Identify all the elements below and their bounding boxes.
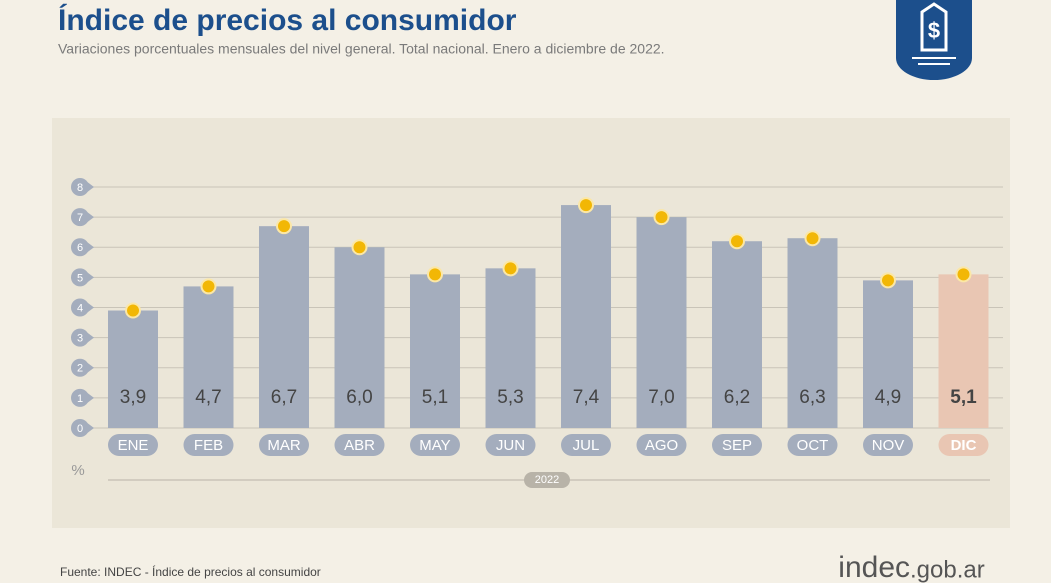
- marker: [502, 260, 519, 277]
- marker: [125, 302, 141, 319]
- marker: [880, 272, 896, 289]
- bar: [259, 226, 309, 428]
- x-pill: [108, 434, 158, 456]
- x-tick-label: MAY: [419, 437, 450, 454]
- bar: [334, 247, 385, 428]
- bar: [938, 274, 989, 428]
- y-tick-label: 1: [77, 393, 83, 405]
- value-label: 6,7: [271, 387, 297, 408]
- x-pill: [712, 434, 762, 456]
- x-tick-label: FEB: [194, 437, 223, 454]
- value-label: 4,9: [875, 387, 901, 408]
- x-pill: [410, 434, 460, 456]
- y-tick-badge: [71, 298, 89, 317]
- value-label: 7,0: [648, 387, 674, 408]
- y-tick-label: 0: [77, 423, 83, 435]
- value-label: 5,1: [950, 387, 977, 408]
- x-tick-label: JUL: [573, 437, 600, 454]
- value-label: 4,7: [195, 387, 221, 408]
- x-pill: [938, 434, 989, 456]
- y-tick-badge: [71, 178, 89, 196]
- bar: [410, 274, 460, 428]
- bar: [712, 241, 762, 428]
- x-tick-label: MAR: [267, 437, 301, 454]
- bar: [485, 268, 536, 428]
- y-tick-badge: [71, 238, 89, 257]
- bar: [108, 310, 158, 428]
- value-label: 7,4: [573, 387, 600, 408]
- y-tick-label: 2: [77, 363, 83, 375]
- x-tick-label: DIC: [951, 437, 977, 454]
- y-tick-label: 4: [77, 302, 83, 314]
- x-pill: [334, 434, 385, 456]
- marker: [578, 197, 594, 214]
- marker: [351, 239, 368, 256]
- chart-title: Índice de precios al consumidor: [58, 3, 517, 37]
- value-label: 6,3: [799, 387, 825, 408]
- y-tick-badge: [71, 208, 89, 227]
- x-pill: [259, 434, 309, 456]
- marker: [804, 230, 821, 247]
- marker: [653, 209, 670, 226]
- y-tick-badge: [71, 328, 89, 347]
- x-tick-label: JUN: [496, 437, 525, 454]
- logo-icon: $: [896, 0, 972, 80]
- svg-text:$: $: [928, 18, 940, 43]
- y-tick-badge: [71, 358, 89, 377]
- x-pill: [787, 434, 838, 456]
- marker: [276, 218, 292, 235]
- brand-name: indec: [838, 551, 910, 583]
- y-tick-label: 6: [77, 242, 83, 254]
- x-tick-label: ABR: [344, 437, 375, 454]
- marker: [427, 266, 443, 283]
- value-label: 3,9: [120, 387, 146, 408]
- y-unit: %: [71, 462, 84, 479]
- y-tick-label: 8: [77, 182, 83, 194]
- x-pill: [183, 434, 234, 456]
- bar: [636, 217, 687, 428]
- y-tick-label: 5: [77, 272, 83, 284]
- year-pill: [524, 472, 570, 488]
- x-pill: [561, 434, 611, 456]
- x-tick-label: AGO: [645, 437, 678, 454]
- x-tick-label: OCT: [797, 437, 829, 454]
- x-group-label: 2022: [535, 474, 559, 486]
- value-label: 6,0: [346, 387, 372, 408]
- bar: [561, 205, 611, 428]
- source: Fuente: INDEC - Índice de precios al con…: [60, 564, 321, 579]
- marker: [955, 266, 972, 283]
- bar: [787, 238, 838, 428]
- x-pill: [863, 434, 913, 456]
- x-pill: [485, 434, 536, 456]
- y-tick-label: 7: [77, 212, 83, 224]
- brand-domain: .gob.ar: [910, 556, 985, 583]
- x-tick-label: ENE: [118, 437, 149, 454]
- bar: [863, 280, 913, 428]
- marker: [200, 278, 217, 295]
- y-tick-badge: [71, 388, 89, 407]
- y-tick-label: 3: [77, 333, 83, 345]
- value-label: 6,2: [724, 387, 750, 408]
- bar: [183, 286, 234, 428]
- x-tick-label: NOV: [872, 437, 905, 454]
- x-tick-label: SEP: [722, 437, 752, 454]
- chart-subtitle: Variaciones porcentuales mensuales del n…: [58, 41, 665, 57]
- y-tick-badge: [71, 419, 89, 437]
- x-pill: [636, 434, 687, 456]
- value-label: 5,3: [497, 387, 523, 408]
- value-label: 5,1: [422, 387, 448, 408]
- y-tick-badge: [71, 268, 89, 287]
- marker: [729, 233, 745, 250]
